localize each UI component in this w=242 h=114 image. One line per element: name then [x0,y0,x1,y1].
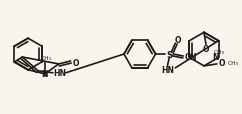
Text: O: O [175,35,182,44]
Text: O: O [219,59,225,68]
Text: HN: HN [161,66,174,75]
Text: N: N [212,53,219,61]
Text: N: N [189,53,196,61]
Text: O: O [203,44,209,53]
Text: CH₃: CH₃ [40,56,51,61]
Text: O: O [72,59,79,68]
Text: O: O [185,52,191,61]
Text: N: N [42,70,48,79]
Text: CH₃: CH₃ [213,49,224,54]
Text: S: S [166,50,173,59]
Text: HN: HN [53,69,66,78]
Text: CH₃: CH₃ [228,61,239,66]
